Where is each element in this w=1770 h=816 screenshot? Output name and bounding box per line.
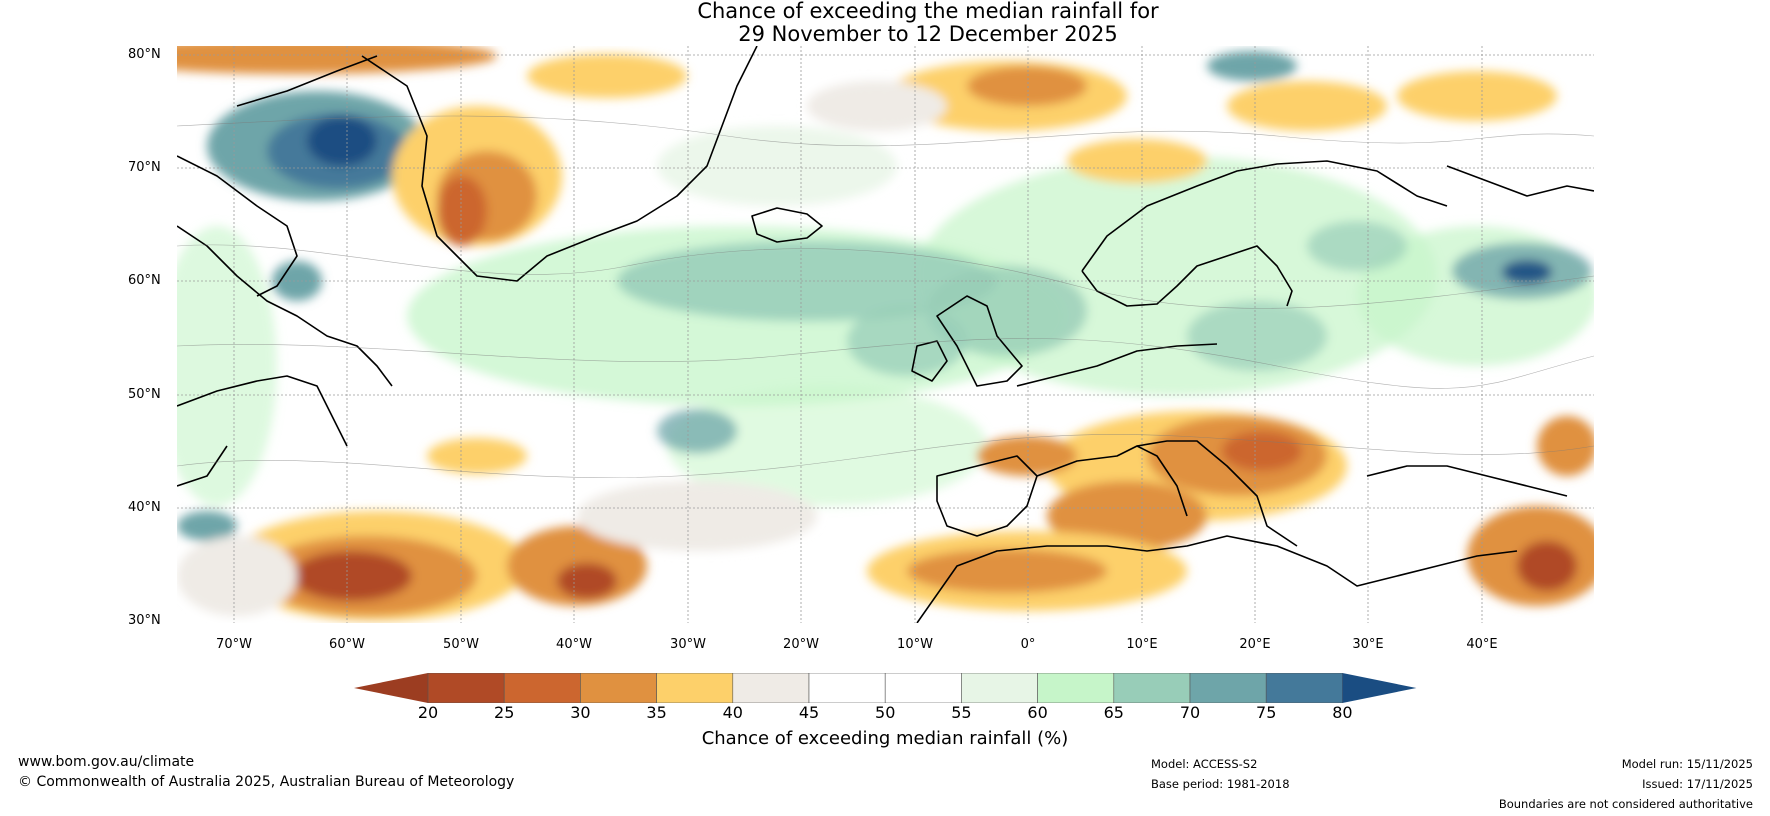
- lon-label-40e: 40°E: [1466, 637, 1498, 652]
- lon-label-10w: 10°W: [897, 637, 933, 652]
- lon-label-10e: 10°E: [1126, 637, 1158, 652]
- legend-tick-label: 60: [1027, 703, 1048, 722]
- footer-model-run: Model run: 15/11/2025: [1621, 757, 1753, 771]
- legend-swatch: [884, 673, 962, 703]
- lon-label-60w: 60°W: [329, 637, 365, 652]
- legend-swatch: [503, 673, 581, 703]
- footer-disclaimer: Boundaries are not considered authoritat…: [1498, 797, 1753, 811]
- lat-label-60n: 60°N: [128, 273, 161, 288]
- lat-label-30n: 30°N: [128, 613, 161, 628]
- legend-tick-label: 50: [875, 703, 896, 722]
- footer-website: www.bom.gov.au/climate: [18, 754, 195, 770]
- legend-tick-label: 55: [951, 703, 972, 722]
- legend-tick-label: 70: [1179, 703, 1201, 722]
- legend-tick-label: 25: [494, 703, 515, 722]
- legend-tick-label: 80: [1332, 703, 1353, 722]
- lon-label-30e: 30°E: [1352, 637, 1384, 652]
- legend-extend-low: [354, 673, 428, 703]
- lon-label-50w: 50°W: [443, 637, 479, 652]
- legend-colorbar: [354, 673, 1417, 703]
- lat-label-80n: 80°N: [128, 47, 161, 62]
- legend-extend-high: [1342, 673, 1417, 703]
- lon-label-20w: 20°W: [783, 637, 819, 652]
- lon-label-20e: 20°E: [1239, 637, 1271, 652]
- map-title: Chance of exceeding the median rainfall …: [0, 0, 1770, 46]
- lon-label-30w: 30°W: [670, 637, 706, 652]
- lat-label-70n: 70°N: [128, 160, 161, 175]
- footer-model: Model: ACCESS-S2: [1151, 757, 1258, 771]
- graticule: [177, 46, 1594, 623]
- legend-swatch: [580, 673, 657, 703]
- legend-swatch: [427, 673, 505, 703]
- footer-issued: Issued: 17/11/2025: [1642, 777, 1753, 791]
- lat-label-40n: 40°N: [128, 500, 161, 515]
- legend-tick-label: 45: [798, 703, 820, 722]
- legend-swatch: [1265, 673, 1343, 703]
- rainfall-map-svg: [177, 46, 1594, 623]
- rainfall-map: [177, 46, 1594, 623]
- footer-copyright: © Commonwealth of Australia 2025, Austra…: [18, 774, 515, 790]
- contour-lines: [177, 115, 1594, 478]
- legend-tick-label: 75: [1256, 703, 1277, 722]
- legend-swatch: [732, 673, 810, 703]
- legend-swatch: [961, 673, 1038, 703]
- title-line-1: Chance of exceeding the median rainfall …: [697, 0, 1159, 23]
- coastlines: [177, 46, 1594, 623]
- legend-tick-label: 20: [417, 703, 439, 722]
- lat-label-50n: 50°N: [128, 387, 161, 402]
- legend-swatch: [1113, 673, 1191, 703]
- title-line-2: 29 November to 12 December 2025: [738, 22, 1118, 46]
- legend-tick-label: 65: [1103, 703, 1124, 722]
- footer-base-period: Base period: 1981-2018: [1151, 777, 1290, 791]
- legend-swatch: [808, 673, 886, 703]
- legend-swatch: [656, 673, 734, 703]
- legend-swatch: [1037, 673, 1115, 703]
- legend-tick-label: 35: [646, 703, 667, 722]
- lon-label-70w: 70°W: [216, 637, 252, 652]
- legend-tick-label: 40: [722, 703, 743, 722]
- legend-label: Chance of exceeding median rainfall (%): [701, 728, 1069, 749]
- lon-label-40w: 40°W: [556, 637, 592, 652]
- probability-shading: [177, 46, 1594, 621]
- lon-label-0: 0°: [1020, 637, 1036, 652]
- legend-swatch: [1189, 673, 1267, 703]
- legend-tick-label: 30: [570, 703, 591, 722]
